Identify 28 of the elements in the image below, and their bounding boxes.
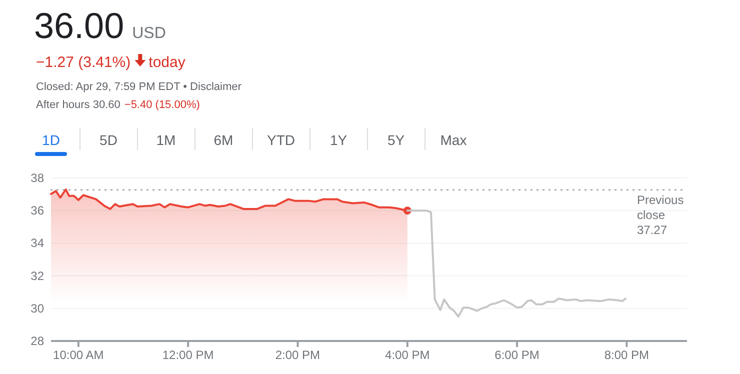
chart-subtitle: USD — [132, 25, 166, 42]
x-tick-label: 2:00 PM — [275, 348, 320, 362]
y-tick-label: 28 — [30, 334, 44, 348]
text: 6M — [214, 132, 234, 148]
text: 5Y — [387, 132, 406, 148]
y-tick-label: 30 — [30, 301, 44, 316]
text: After hours 30.60 — [36, 99, 120, 111]
x-tick-label: 12:00 PM — [162, 348, 214, 362]
text: 1D — [42, 132, 60, 148]
x-tick-label: 10:00 AM — [53, 348, 104, 362]
chart-title: 36.00 — [34, 5, 124, 46]
text: 1Y — [330, 132, 348, 148]
y-tick-label: 38 — [30, 171, 44, 185]
x-tick-label: 4:00 PM — [385, 348, 430, 362]
y-tick-label: 34 — [30, 236, 44, 250]
ref-line-label: Previous close 37.27 — [637, 192, 684, 237]
text: today — [148, 54, 186, 71]
y-tick-label: 36 — [30, 204, 44, 218]
text: Closed: Apr 29, 7:59 PM EDT • Disclaimer — [36, 81, 242, 93]
text: −1.27 (3.41%) — [36, 54, 131, 71]
text: −5.40 (15.00%) — [124, 99, 200, 111]
text: Max — [440, 132, 467, 148]
x-tick-label: 6:00 PM — [494, 348, 540, 362]
text: 5D — [100, 132, 118, 148]
text: 1M — [156, 132, 176, 148]
x-tick-label: 8:00 PM — [604, 348, 650, 362]
text: YTD — [267, 132, 295, 148]
y-tick-label: 32 — [30, 268, 44, 283]
